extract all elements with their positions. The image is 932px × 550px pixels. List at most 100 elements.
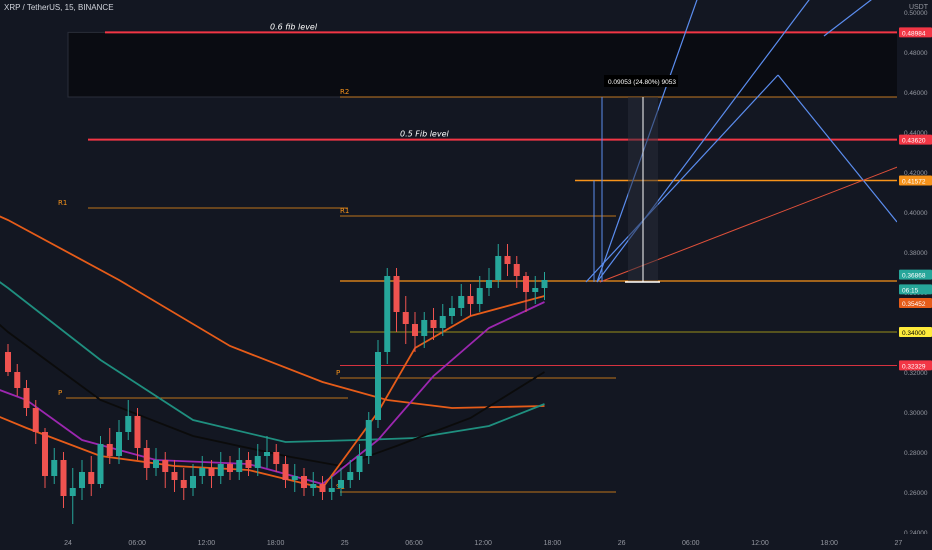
candle-body xyxy=(88,472,95,484)
level-label: P xyxy=(336,369,340,377)
candle-body xyxy=(439,316,446,328)
projection-line xyxy=(585,74,779,283)
price-axis[interactable]: 0.50000 0.48000 0.46000 0.44000 0.42000 0.400… xyxy=(897,0,932,550)
candle-body xyxy=(421,320,428,336)
price-label-bg xyxy=(899,269,932,280)
level-label: P xyxy=(58,389,62,397)
price-label-bg xyxy=(899,360,932,371)
price-label: 0.48984 xyxy=(902,30,926,37)
candle-body xyxy=(5,352,11,372)
candle-body xyxy=(23,388,30,408)
candle-body xyxy=(14,372,21,388)
candle-body xyxy=(208,468,215,476)
candle-body xyxy=(162,460,169,472)
projection-line xyxy=(777,74,898,223)
quote-currency: USDT xyxy=(908,4,928,11)
candle-body xyxy=(264,452,270,456)
time-tick: 18:00 xyxy=(820,540,838,547)
candle-body xyxy=(32,408,39,432)
candle-body xyxy=(273,452,280,464)
candle-body xyxy=(180,480,187,488)
price-label-bg xyxy=(899,134,932,145)
price-label: 0.34000 xyxy=(902,330,926,337)
price-tick: 0.42000 xyxy=(904,170,928,177)
candle-body xyxy=(523,276,529,292)
candle-body xyxy=(143,448,150,468)
price-tick: 0.48000 xyxy=(904,50,928,57)
time-tick: 18:00 xyxy=(267,540,285,547)
candle-body xyxy=(69,488,76,496)
time-tick: 26 xyxy=(618,540,626,547)
candle-body xyxy=(467,296,474,304)
candle-body xyxy=(79,472,85,488)
candle-body xyxy=(42,432,48,476)
time-tick: 12:00 xyxy=(751,540,769,547)
time-tick: 12:00 xyxy=(198,540,216,547)
candle-body xyxy=(291,476,298,480)
candle-body xyxy=(227,464,233,472)
candle-body xyxy=(338,480,344,488)
candle-body xyxy=(412,324,418,336)
time-tick: 12:00 xyxy=(474,540,492,547)
candle-body xyxy=(51,460,58,476)
candle-body xyxy=(319,484,326,492)
time-tick: 06:00 xyxy=(405,540,423,547)
price-label: 0.32329 xyxy=(902,363,926,370)
level-label: R2 xyxy=(340,88,349,96)
candle-body xyxy=(495,256,502,280)
price-tick: 0.28000 xyxy=(904,450,928,457)
time-axis[interactable]: 24 06:00 12:00 18:00 25 06:00 12:00 18:00 26 06:0… xyxy=(0,534,932,550)
candle-body xyxy=(310,484,317,488)
candle-body xyxy=(245,460,252,468)
projection-line xyxy=(823,0,872,37)
candle-body xyxy=(106,444,113,456)
price-label-bg xyxy=(899,297,932,308)
level-label: R1 xyxy=(340,207,349,215)
candle-body xyxy=(254,456,261,468)
candle-body xyxy=(458,296,465,308)
candle-body xyxy=(328,488,335,492)
symbol-title: XRP / TetherUS, 15, BINANCE xyxy=(4,3,114,12)
candle-body xyxy=(134,416,141,448)
time-tick: 18:00 xyxy=(544,540,562,547)
price-tick: 0.32000 xyxy=(904,370,928,377)
supply-zone xyxy=(67,31,899,98)
price-label-bg xyxy=(899,284,932,295)
candle-body xyxy=(217,464,224,476)
candle-body xyxy=(347,472,354,480)
price-label: 0.35452 xyxy=(902,301,926,308)
candle-body xyxy=(449,308,455,316)
price-label-bg xyxy=(899,327,932,337)
candle-body xyxy=(384,276,391,352)
candle-body xyxy=(375,352,381,420)
candle-body xyxy=(476,288,483,304)
candle-body xyxy=(236,460,243,472)
price-tick: 0.46000 xyxy=(904,90,928,97)
candle-body xyxy=(60,460,67,496)
candle-body xyxy=(301,476,307,488)
candle-body xyxy=(393,276,400,312)
price-tick: 0.30000 xyxy=(904,410,928,417)
level-label: 0.5 Fib level xyxy=(400,130,450,139)
moving-average-line xyxy=(0,281,545,443)
time-tick: 25 xyxy=(341,540,349,547)
price-tick: 0.50000 xyxy=(904,10,928,17)
price-tick: 0.40000 xyxy=(904,210,928,217)
price-label: 06:15 xyxy=(902,287,919,294)
candle-body xyxy=(504,256,511,264)
price-tick: 0.24000 xyxy=(904,530,928,537)
time-tick: 06:00 xyxy=(682,540,700,547)
candle-body xyxy=(153,460,159,468)
candle-body xyxy=(486,280,492,288)
moving-average-line xyxy=(0,215,545,409)
candle-body xyxy=(171,472,178,480)
price-label-bg xyxy=(899,27,932,38)
price-label-bg xyxy=(899,175,932,186)
price-tick: 0.44000 xyxy=(904,130,928,137)
time-tick: 24 xyxy=(64,540,72,547)
price-tick: 0.38000 xyxy=(904,250,928,257)
candle-body xyxy=(356,456,363,472)
time-tick: 27 xyxy=(895,540,903,547)
